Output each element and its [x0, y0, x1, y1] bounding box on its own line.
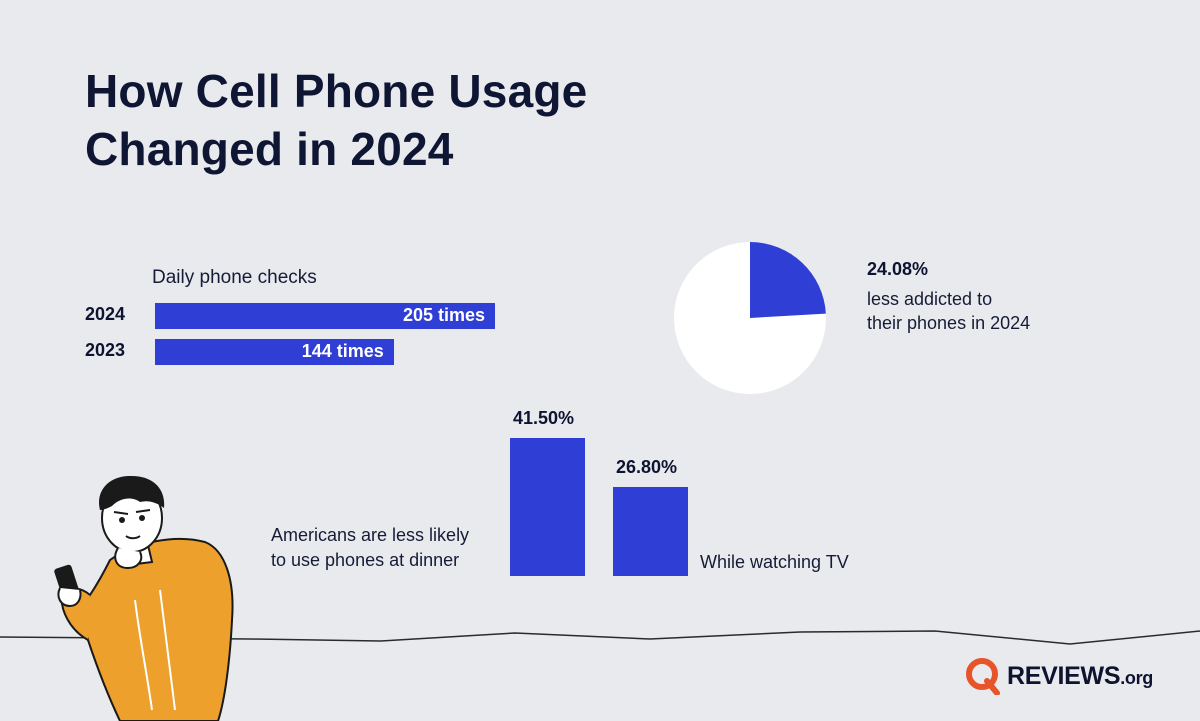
hbar-value-2024: 205 times	[402, 305, 485, 325]
vbar-value-dinner: 41.50%	[513, 408, 575, 428]
page-title: How Cell Phone Usage Changed in 2024	[85, 62, 587, 178]
person-with-phone-illustration	[54, 475, 234, 721]
pie-caption: less addicted to their phones in 2024	[867, 287, 1030, 335]
addiction-pie-chart	[674, 242, 826, 394]
daily-checks-title: Daily phone checks	[152, 267, 317, 288]
pie-caption-line-1: less addicted to	[867, 289, 993, 309]
vbar-caption-dinner: Americans are less likely to use phones …	[271, 523, 469, 573]
vbar-tv	[613, 486, 688, 576]
pie-slice-less-addicted	[750, 242, 826, 318]
vbar-value-tv: 26.80%	[616, 456, 678, 477]
title-line-1: How Cell Phone Usage	[85, 65, 588, 117]
pie-caption-line-2: their phones in 2024	[867, 313, 1031, 333]
vbar-caption-tv: While watching TV	[700, 552, 849, 572]
reviews-org-logo: REVIEWS.org	[965, 656, 1153, 696]
pie-value-label: 24.08%	[867, 259, 929, 279]
hbar-category-2023: 2023	[85, 340, 126, 360]
logo-word: REVIEWS.org	[1007, 662, 1153, 691]
hbar-2024: 205 times	[155, 303, 495, 329]
title-line-2: Changed in 2024	[85, 123, 454, 175]
reviews-q-logo-icon	[966, 658, 1000, 695]
vbar-dinner	[510, 438, 585, 576]
vbar-caption-dinner-line-2: to use phones at dinner	[271, 550, 460, 570]
hbar-category-2024: 2024	[85, 304, 126, 324]
logo-word-suffix: .org	[1120, 667, 1153, 688]
hbar-value-2023: 144 times	[301, 341, 384, 361]
hbar-2023: 144 times	[155, 339, 394, 365]
logo-word-main: REVIEWS	[1007, 661, 1121, 690]
vbar-caption-dinner-line-1: Americans are less likely	[271, 525, 470, 545]
